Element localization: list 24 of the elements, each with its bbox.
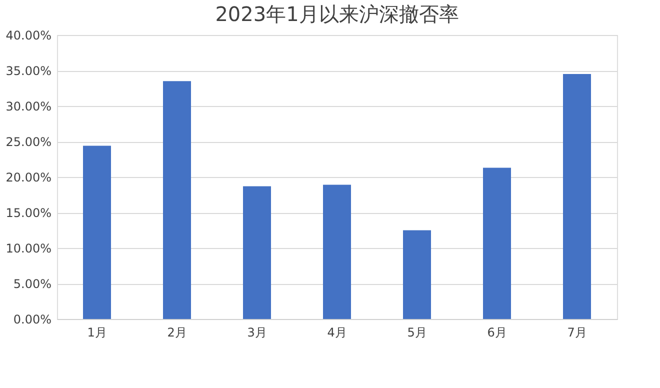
y-tick-label: 10.00% xyxy=(6,242,52,256)
y-tick-label: 35.00% xyxy=(6,64,52,78)
x-tick-label: 7月 xyxy=(567,326,587,340)
x-tick-label: 5月 xyxy=(407,326,427,340)
y-tick-label: 0.00% xyxy=(13,312,52,326)
y-tick-label: 15.00% xyxy=(6,206,52,220)
y-tick-label: 20.00% xyxy=(6,170,52,184)
x-tick-label: 6月 xyxy=(487,326,507,340)
bar xyxy=(483,168,511,319)
x-tick-label: 2月 xyxy=(167,326,187,340)
x-tick-label: 4月 xyxy=(327,326,347,340)
x-tick-label: 3月 xyxy=(247,326,267,340)
bar xyxy=(563,74,591,319)
bar xyxy=(163,81,191,319)
bar xyxy=(83,146,111,319)
y-tick-label: 5.00% xyxy=(13,277,52,291)
bar xyxy=(243,186,271,319)
chart-title: 2023年1月以来沪深撤否率 xyxy=(215,2,459,26)
bar xyxy=(323,184,351,319)
y-tick-label: 30.00% xyxy=(6,100,52,114)
y-tick-label: 40.00% xyxy=(6,28,52,42)
bar xyxy=(403,230,431,319)
y-tick-label: 25.00% xyxy=(6,135,52,149)
x-tick-label: 1月 xyxy=(87,326,107,340)
